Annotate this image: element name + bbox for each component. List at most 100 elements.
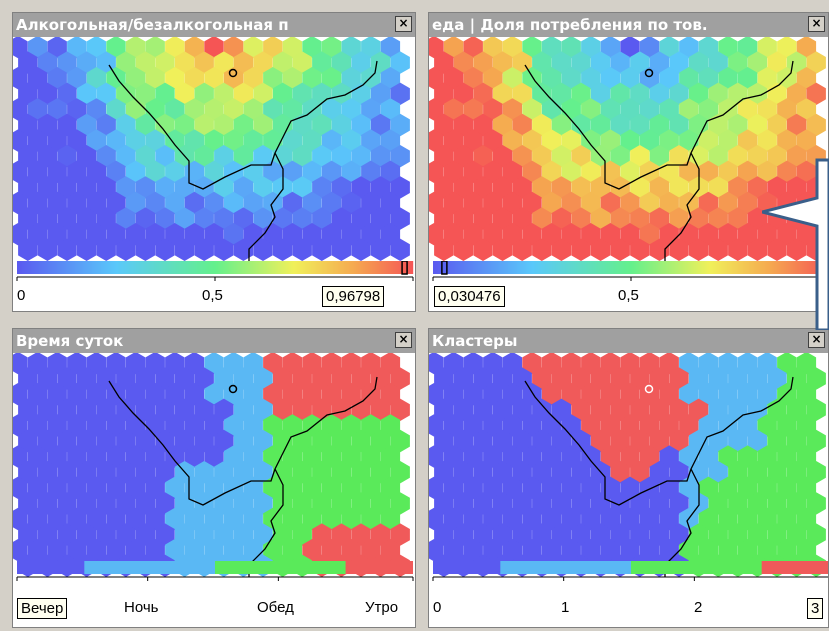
hex-cell	[649, 113, 670, 137]
hex-cell	[737, 383, 758, 406]
value-marker[interactable]	[401, 261, 408, 275]
hex-cell	[502, 353, 523, 375]
hex-cell	[728, 461, 748, 484]
hex-cell	[135, 429, 156, 453]
hex-cell	[96, 238, 116, 261]
hex-cell	[502, 539, 523, 562]
hex-cell	[223, 445, 244, 468]
hex-cell	[106, 223, 126, 246]
hex-cell	[512, 429, 532, 453]
hex-cell	[223, 160, 244, 183]
hex-cell	[204, 507, 224, 531]
hex-cell	[698, 507, 719, 531]
hex-cell	[718, 129, 738, 152]
hex-cell	[331, 492, 352, 515]
hex-cell	[184, 37, 205, 59]
hex-cell	[571, 238, 591, 261]
hex-cell	[37, 398, 58, 421]
hex-cell	[492, 113, 513, 137]
hex-cell	[473, 51, 493, 74]
hex-cell	[18, 113, 38, 137]
hex-cell	[135, 145, 156, 168]
close-icon[interactable]: ×	[808, 16, 825, 32]
hex-cell	[620, 507, 640, 531]
hex-cell	[561, 539, 581, 562]
hex-cell	[302, 67, 322, 90]
hex-cell	[796, 223, 817, 246]
hex-cell	[429, 414, 444, 437]
hex-cell	[145, 476, 165, 499]
hex-cell	[463, 445, 483, 468]
hex-cell	[669, 429, 689, 453]
hex-cell	[786, 429, 807, 453]
hex-cell	[37, 429, 58, 453]
category-label-evening[interactable]: Вечер	[17, 598, 68, 619]
hex-cell	[351, 492, 371, 515]
close-icon[interactable]: ×	[395, 16, 412, 32]
hex-cell	[27, 223, 48, 246]
hex-cell	[47, 476, 67, 499]
hex-cell	[649, 398, 670, 421]
hex-cell	[600, 445, 621, 468]
value-box[interactable]: 3	[807, 598, 824, 619]
hex-cell	[463, 67, 483, 90]
value-box[interactable]: 0,030476	[434, 286, 505, 307]
hex-cell	[214, 238, 234, 261]
hex-cell	[649, 523, 670, 546]
close-icon[interactable]: ×	[395, 332, 412, 348]
hex-cell	[18, 82, 38, 105]
hex-cell	[282, 445, 303, 468]
hex-cell	[116, 238, 136, 261]
hex-cell	[767, 367, 787, 390]
hex-cell	[679, 37, 699, 59]
value-box[interactable]: 0,96798	[322, 286, 385, 307]
hex-cell	[165, 353, 185, 375]
hex-cell	[135, 207, 156, 230]
hex-cell	[659, 445, 679, 468]
hex-cell	[370, 492, 391, 515]
hex-cell	[453, 398, 474, 421]
hex-cell	[263, 445, 283, 468]
hex-cell	[243, 67, 263, 90]
hex-cell	[600, 353, 621, 375]
hex-cell	[282, 353, 303, 375]
close-icon[interactable]: ×	[808, 332, 825, 348]
hex-cell	[361, 507, 381, 531]
hex-cell	[13, 445, 28, 468]
hex-cell	[532, 461, 552, 484]
hex-cell	[67, 476, 87, 499]
hex-cell	[194, 176, 214, 199]
hex-cell	[610, 207, 630, 230]
hex-cell	[777, 37, 797, 59]
hex-cell	[174, 367, 195, 390]
hex-cell	[502, 37, 523, 59]
hex-cell	[502, 129, 523, 152]
hex-cell	[380, 445, 401, 468]
hex-cell	[18, 492, 38, 515]
hex-cell	[145, 129, 165, 152]
hex-cell	[282, 539, 303, 562]
hex-cell	[806, 398, 826, 421]
hex-cell	[214, 429, 234, 453]
color-scale	[16, 261, 414, 281]
panel-alcohol: Алкогольная/безалкогольная п × 0 0,5 0,9…	[12, 12, 416, 312]
hex-cell	[718, 37, 738, 59]
hex-cell	[551, 367, 572, 390]
hex-cell	[204, 539, 224, 562]
callout-shape	[762, 158, 829, 330]
hex-cell	[292, 367, 312, 390]
hex-cell	[443, 353, 464, 375]
hex-cell	[282, 476, 303, 499]
hex-cell	[263, 67, 283, 90]
hex-cell	[688, 238, 709, 261]
hex-cell	[184, 98, 205, 121]
hex-cell	[502, 98, 523, 121]
hex-cell	[669, 523, 689, 546]
hex-cell	[155, 51, 175, 74]
hex-cell	[639, 539, 660, 562]
value-marker[interactable]	[441, 261, 448, 275]
hex-cell	[747, 429, 768, 453]
hex-cell	[551, 461, 572, 484]
hex-cell	[483, 160, 503, 183]
hex-cell	[27, 383, 48, 406]
